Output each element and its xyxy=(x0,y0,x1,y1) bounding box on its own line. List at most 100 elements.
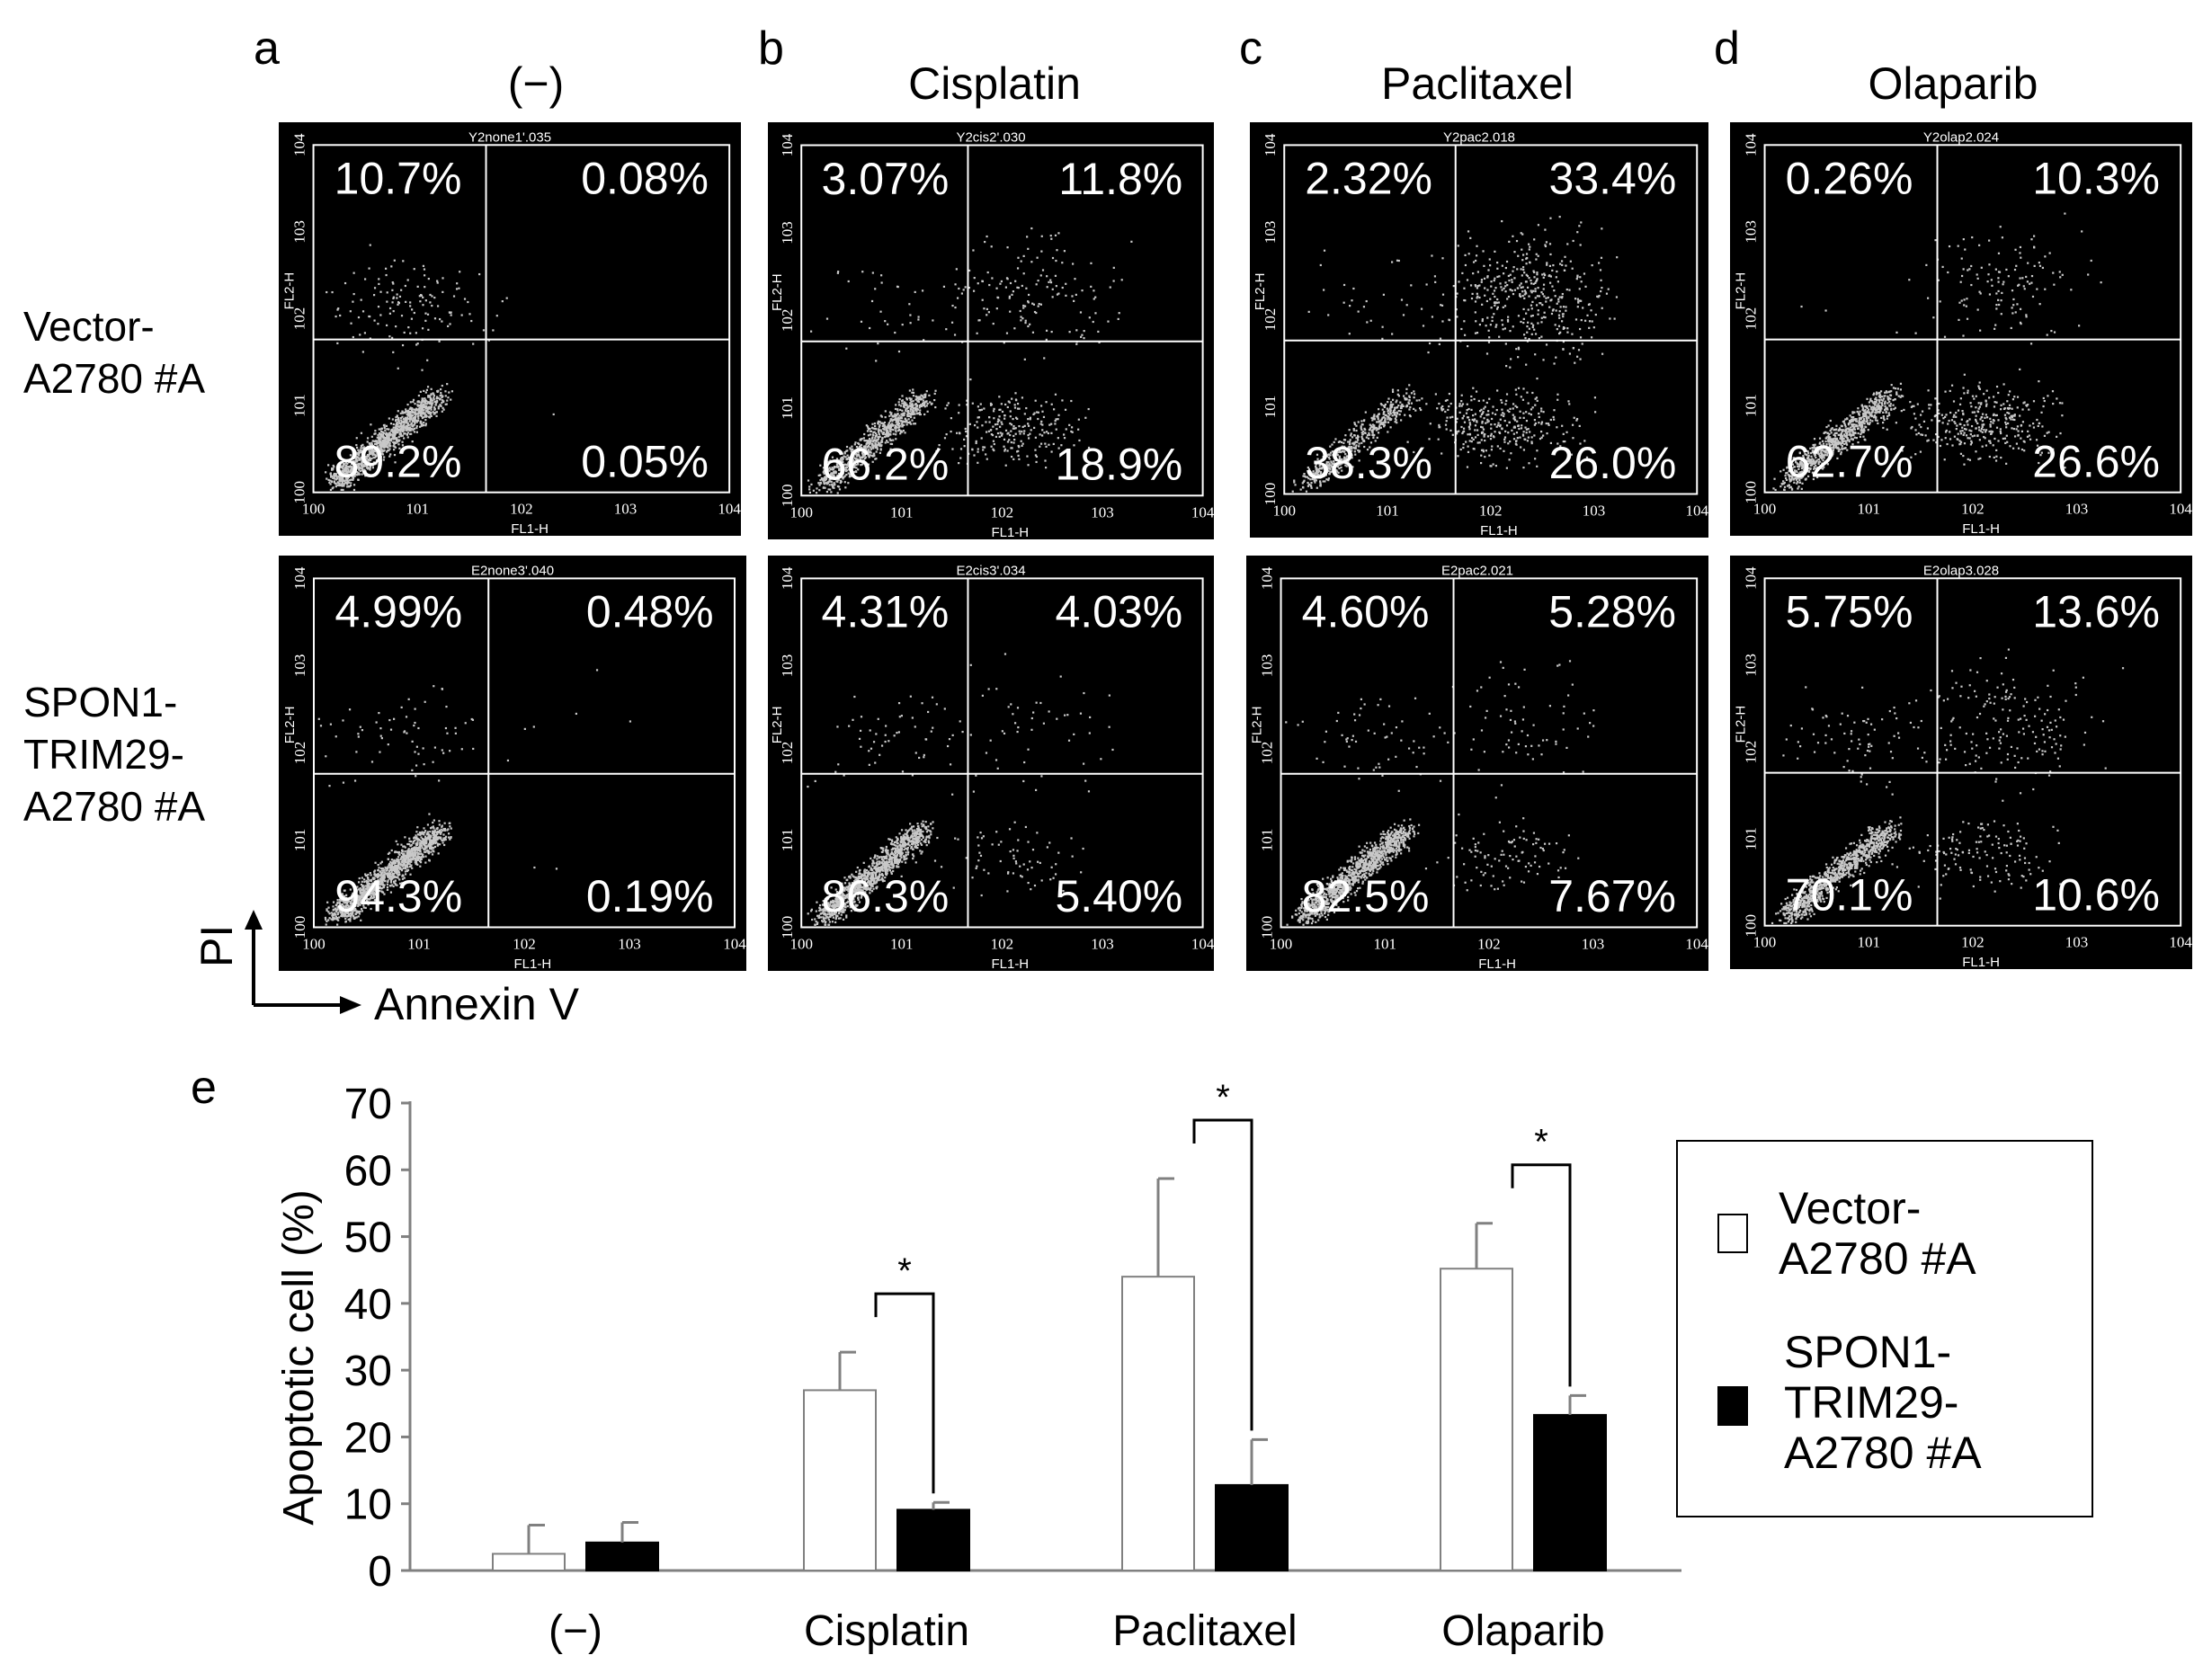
flow-x-axis-label: FL1-H xyxy=(1962,521,2000,536)
x-tick-label: 104 xyxy=(1685,935,1708,952)
flow-y-axis-label: FL2-H xyxy=(1734,272,1749,310)
y-tick-label: 101 xyxy=(779,829,796,852)
y-tick-label: 30 xyxy=(344,1348,392,1395)
flow-x-axis-label: FL1-H xyxy=(511,521,549,536)
y-tick-label: 104 xyxy=(1743,133,1760,156)
x-tick-label: 104 xyxy=(1191,503,1214,521)
x-tick-label: 102 xyxy=(510,501,533,518)
y-tick-label: 104 xyxy=(291,133,308,156)
flow-panel-vector-control: Y2none1'.035 10.7% 0.08% 89.2% 0.05% 100 100 10… xyxy=(279,122,741,536)
quadrant-lr-value: 26.6% xyxy=(2032,436,2160,486)
y-tick-label: 100 xyxy=(1259,916,1276,939)
quadrant-ur-value: 4.03% xyxy=(1055,587,1182,637)
quadrant-ul-value: 3.07% xyxy=(822,154,950,204)
y-tick-label: 104 xyxy=(779,566,796,590)
flow-frame xyxy=(800,144,1204,497)
x-tick-label: 100 xyxy=(302,935,326,952)
x-tick-label: 103 xyxy=(1091,503,1114,521)
significance-bracket xyxy=(1192,1118,1253,1431)
y-tick-label: 102 xyxy=(291,307,308,331)
x-tick-label: 104 xyxy=(1191,935,1214,952)
y-tick-label: 103 xyxy=(1259,654,1276,678)
y-tick-label: 100 xyxy=(1262,483,1279,506)
y-tick-label: 101 xyxy=(1262,396,1279,419)
flow-panel-spon1-paclitaxel: E2pac2.021 4.60% 5.28% 82.5% 7.67% 100 100 101 1… xyxy=(1246,556,1708,971)
quadrant-lr-value: 26.0% xyxy=(1549,438,1677,488)
y-tick-label: 101 xyxy=(291,829,308,852)
quadrant-ur-value: 13.6% xyxy=(2032,586,2160,636)
flow-dot-cloud xyxy=(325,244,555,492)
y-tick-label: 104 xyxy=(291,566,308,590)
flow-sample-name: E2pac2.021 xyxy=(1441,563,1513,578)
significance-star: * xyxy=(897,1251,912,1291)
y-tick-label: 101 xyxy=(1743,827,1760,850)
y-tick-label: 102 xyxy=(1743,307,1760,331)
significance-bracket xyxy=(1511,1163,1572,1387)
flow-panel-spon1-olaparib: E2olap3.028 5.75% 13.6% 70.1% 10.6% 100 100 101… xyxy=(1730,556,2192,969)
x-tick-label: 103 xyxy=(2065,501,2089,518)
x-tick-label: 100 xyxy=(302,501,326,518)
x-tick-label: 102 xyxy=(991,503,1014,521)
quadrant-lr-value: 7.67% xyxy=(1548,871,1676,921)
y-tick-label: 101 xyxy=(1743,394,1760,417)
column-title-olaparib: Olaparib xyxy=(1868,58,2038,109)
x-tick-label: 101 xyxy=(407,935,431,952)
row-label-vector: Vector- A2780 #A xyxy=(23,303,206,402)
flow-y-axis-label: FL2-H xyxy=(770,273,785,311)
y-tick-label: 102 xyxy=(779,742,796,765)
x-tick-label: 101 xyxy=(1857,501,1880,518)
flow-sample-name: Y2olap2.024 xyxy=(1923,129,1999,145)
quadrant-ur-value: 33.4% xyxy=(1549,154,1677,204)
flow-y-axis-label: FL2-H xyxy=(1253,273,1268,311)
flow-frame xyxy=(1283,144,1699,495)
legend-swatch-vector xyxy=(1717,1214,1748,1253)
flow-dot-cloud xyxy=(807,653,1114,926)
legend: Vector- A2780 #A SPON1- TRIM29- A2780 #A xyxy=(1676,1140,2093,1517)
bar-spon1-0 xyxy=(585,1541,659,1571)
y-tick-label: 20 xyxy=(344,1414,392,1462)
quadrant-ll-value: 94.3% xyxy=(334,871,462,921)
y-tick-label: 0 xyxy=(368,1548,392,1596)
quadrant-ul-value: 0.26% xyxy=(1786,153,1913,203)
flow-frame xyxy=(1763,144,2182,494)
x-tick-label: 100 xyxy=(1753,934,1777,951)
bar-vector-2 xyxy=(1121,1276,1195,1571)
y-tick-label: 104 xyxy=(779,133,796,156)
significance-bracket xyxy=(874,1292,935,1494)
flow-frame xyxy=(1280,577,1699,929)
x-tick-label: 101 xyxy=(890,503,914,521)
y-tick-label: 102 xyxy=(291,742,308,765)
flow-frame xyxy=(800,577,1204,929)
y-tick-label: 103 xyxy=(779,221,796,245)
axis-indicator-pi: PI xyxy=(192,924,242,967)
flow-background xyxy=(1250,122,1708,538)
quadrant-ur-value: 10.3% xyxy=(2032,153,2160,203)
y-tick-label: 100 xyxy=(291,481,308,504)
y-tick-label: 103 xyxy=(779,654,796,678)
row-label-spon1: SPON1- TRIM29- A2780 #A xyxy=(23,679,206,830)
y-tick-label: 100 xyxy=(291,916,308,939)
flow-y-axis-label: FL2-H xyxy=(282,272,298,310)
quadrant-lr-value: 5.40% xyxy=(1055,871,1182,921)
x-tick-label: 100 xyxy=(1753,501,1777,518)
x-tick-label: 103 xyxy=(1582,935,1605,952)
x-tick-label: 102 xyxy=(1479,502,1503,519)
flow-x-axis-label: FL1-H xyxy=(1480,523,1518,538)
flow-x-axis-label: FL1-H xyxy=(1478,957,1516,971)
quadrant-ul-value: 4.31% xyxy=(822,587,950,637)
y-tick-label: 104 xyxy=(1262,133,1279,156)
y-tick-label: 102 xyxy=(1262,308,1279,332)
significance-star: * xyxy=(1216,1078,1230,1117)
x-tick-label: 100 xyxy=(1273,502,1297,519)
x-tick-label: 104 xyxy=(2169,501,2192,518)
column-title-control: (−) xyxy=(507,58,565,109)
x-tick-label: 102 xyxy=(1961,501,1985,518)
flow-panel-spon1-control: E2none3'.040 4.99% 0.48% 94.3% 0.19% 100 100 10… xyxy=(279,556,746,971)
